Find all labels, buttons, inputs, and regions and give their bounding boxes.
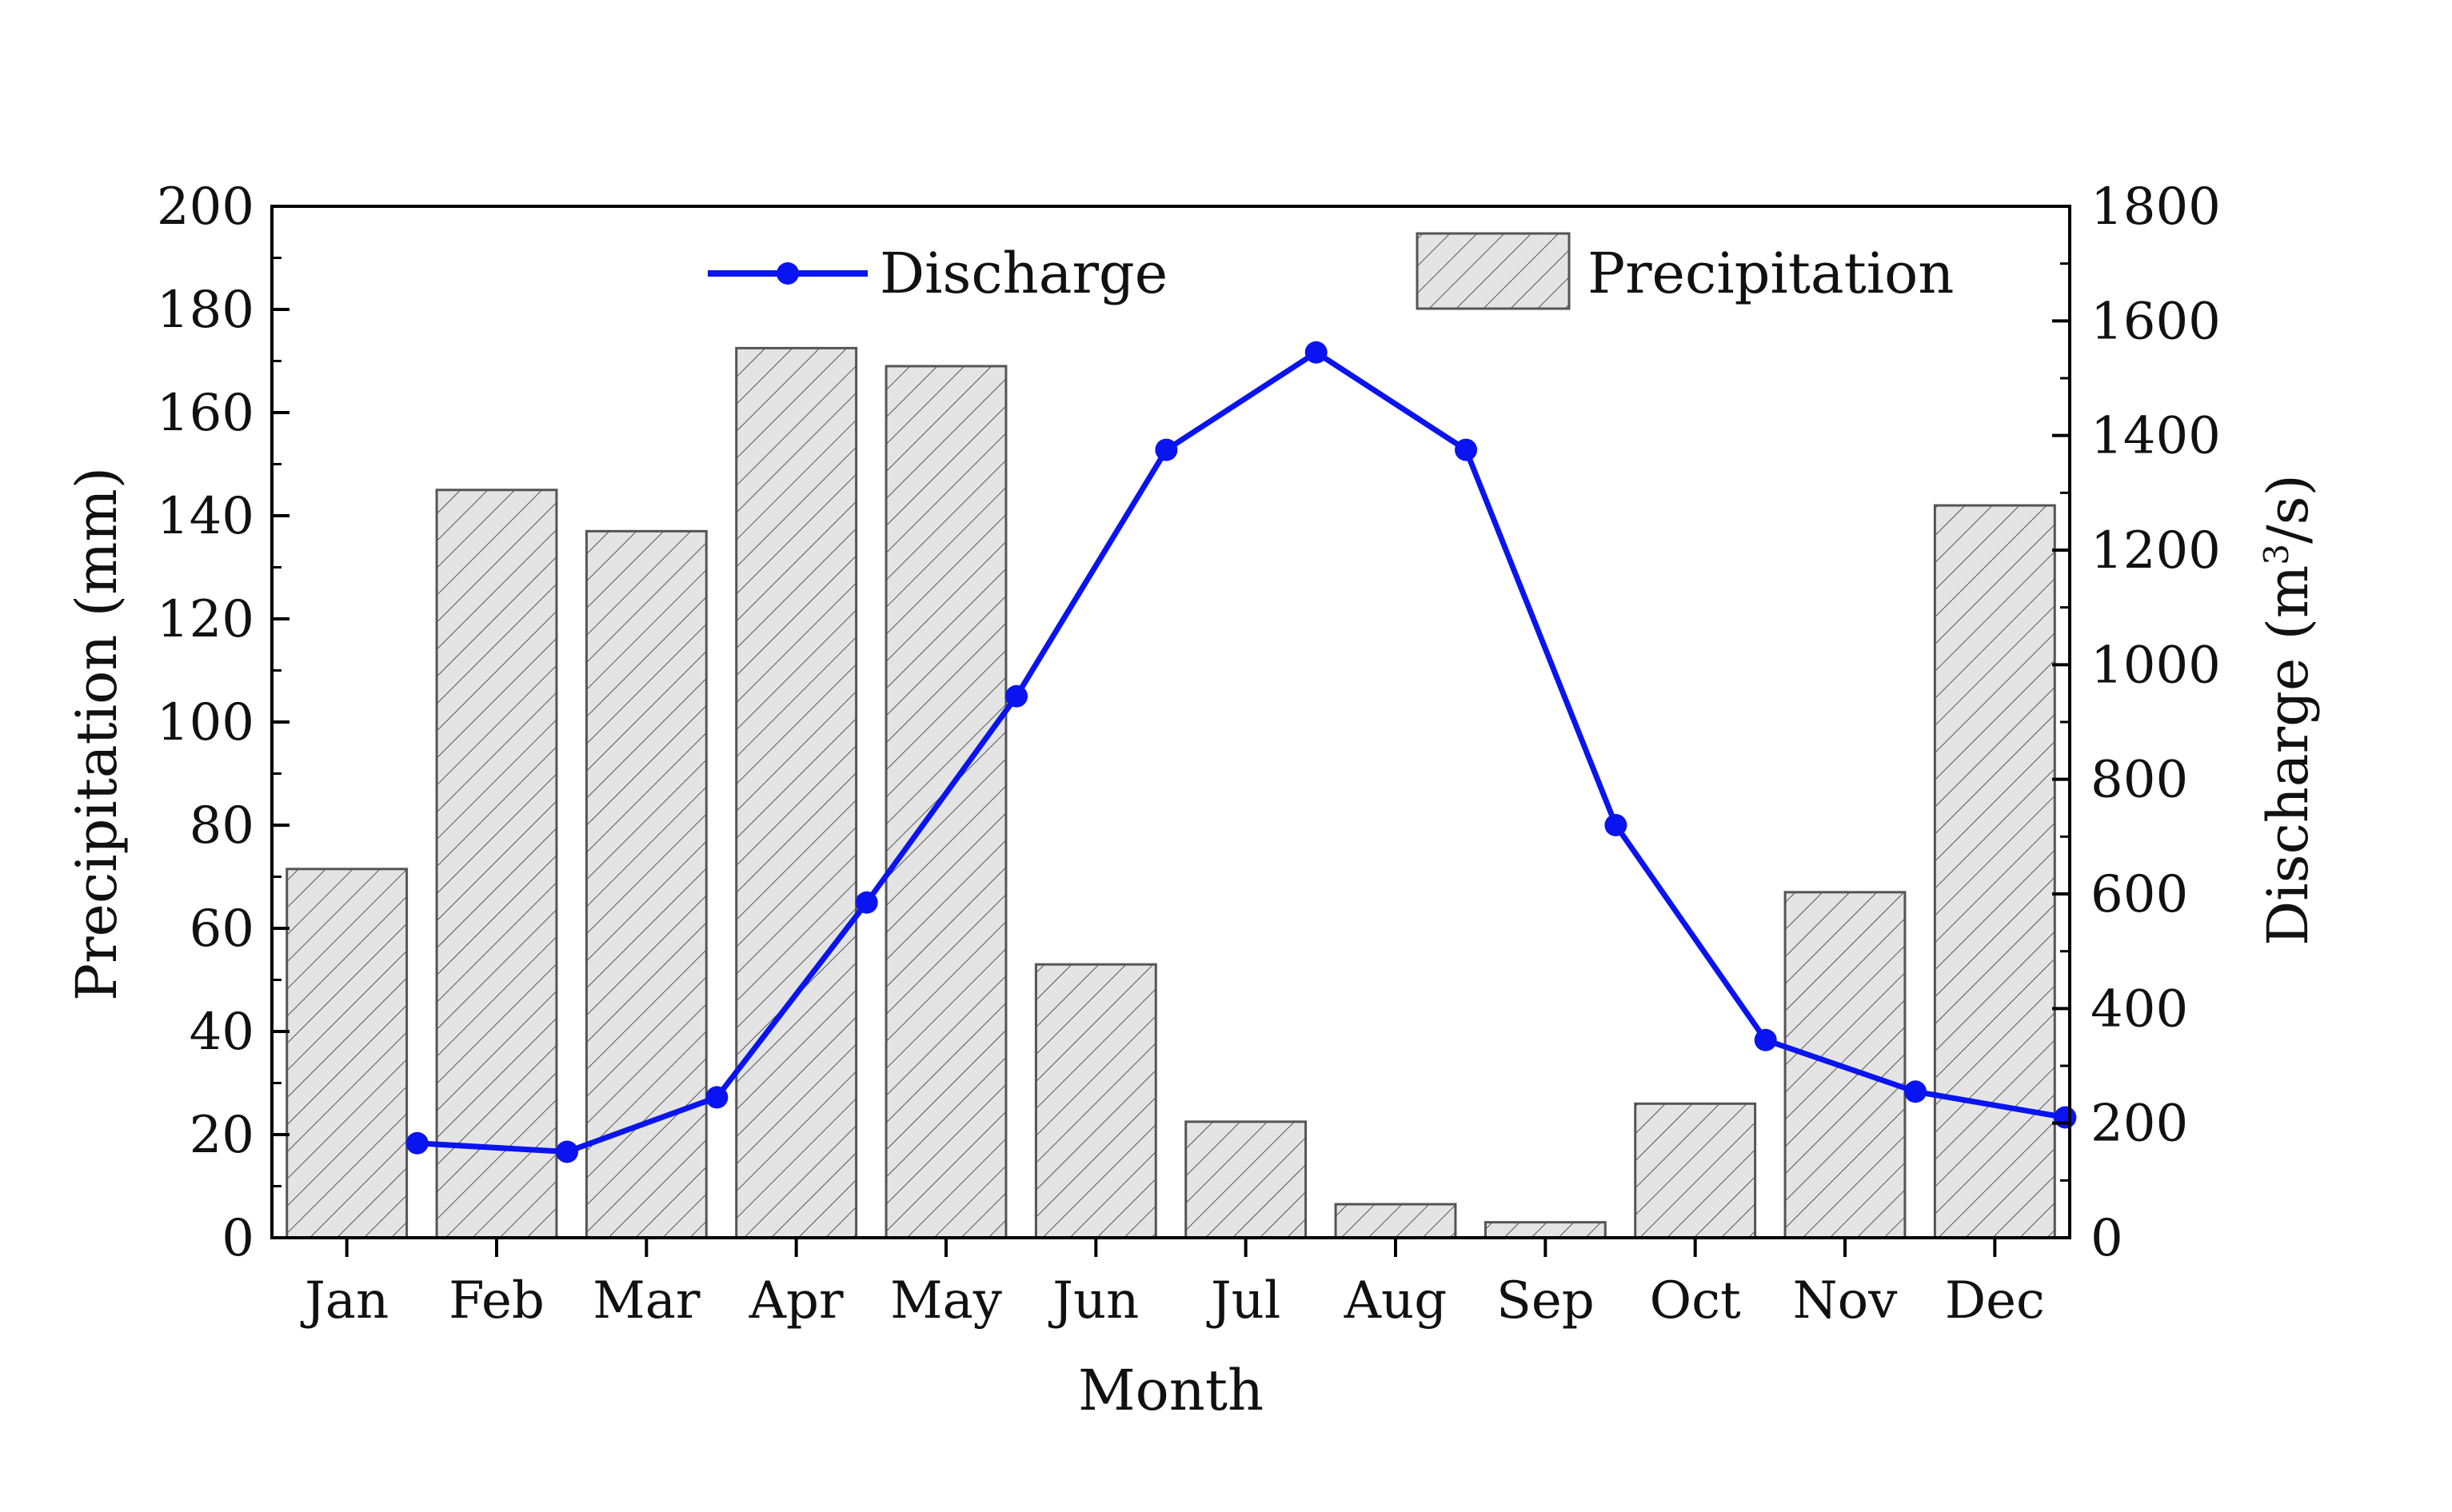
right-tick-label: 600 <box>2091 865 2188 924</box>
x-tick-label-apr: Apr <box>749 1271 844 1330</box>
legend: Discharge Precipitation <box>708 232 1954 310</box>
x-tick-label-jan: Jan <box>300 1271 389 1330</box>
left-tick-label: 20 <box>190 1106 254 1165</box>
precipitation-bar-jan <box>286 868 409 1239</box>
left-tick-label: 120 <box>157 590 254 649</box>
right-y-axis: 0 200 400 600 800 1000 1200 1400 1600 1800 <box>2052 178 2221 1268</box>
x-tick-label-dec: Dec <box>1945 1271 2045 1330</box>
left-tick-label: 0 <box>222 1209 254 1268</box>
discharge-point-jun <box>1155 438 1178 461</box>
discharge-point-mar <box>705 1086 729 1109</box>
y2-axis-title: Discharge (m3/s) <box>2255 474 2321 946</box>
x-tick-label-feb: Feb <box>449 1271 545 1330</box>
x-tick-label-jun: Jun <box>1048 1271 1139 1330</box>
left-tick-label: 180 <box>157 281 254 340</box>
precipitation-bar-aug <box>1334 1203 1457 1239</box>
x-tick-label-jul: Jul <box>1206 1271 1280 1330</box>
discharge-point-oct <box>1754 1028 1777 1051</box>
discharge-point-apr <box>855 891 878 914</box>
discharge-point-jan <box>405 1131 429 1155</box>
y2-axis-title-prefix: Discharge (m <box>2255 565 2321 946</box>
precipitation-bar-jun <box>1034 963 1157 1239</box>
x-tick-label-nov: Nov <box>1793 1271 1898 1330</box>
precipitation-bar-mar <box>585 529 708 1239</box>
y-axis-title: Precipitation (mm) <box>64 467 130 1001</box>
discharge-point-dec <box>2054 1106 2077 1129</box>
left-tick-label: 100 <box>157 693 254 752</box>
left-tick-label: 160 <box>157 384 254 443</box>
x-tick-label-may: May <box>890 1271 1002 1330</box>
precipitation-bar-apr <box>735 346 858 1239</box>
right-tick-label: 1600 <box>2091 292 2221 351</box>
precipitation-bar-oct <box>1634 1102 1757 1239</box>
left-tick-label: 140 <box>157 487 254 546</box>
precipitation-bar-dec <box>1933 504 2056 1239</box>
x-tick-label-sep: Sep <box>1496 1271 1595 1330</box>
left-tick-label: 60 <box>190 900 254 959</box>
x-tick-label-oct: Oct <box>1650 1271 1741 1330</box>
legend-discharge-label: Discharge <box>880 241 1168 306</box>
x-axis-title: Month <box>1078 1358 1264 1423</box>
right-tick-label: 400 <box>2091 979 2188 1039</box>
left-tick-label: 80 <box>190 796 254 856</box>
legend-discharge-marker-icon <box>777 262 799 285</box>
right-tick-label: 1000 <box>2091 636 2221 695</box>
x-tick-label-aug: Aug <box>1344 1271 1447 1330</box>
y2-axis-title-suffix: /s) <box>2255 474 2321 544</box>
y2-axis-title-superscript: 3 <box>2257 544 2296 565</box>
right-tick-label: 0 <box>2091 1209 2123 1268</box>
left-y-axis: 0 20 40 60 80 100 120 140 160 180 200 <box>157 178 290 1268</box>
legend-precipitation-swatch-icon <box>1416 232 1571 310</box>
x-tick-label-mar: Mar <box>593 1271 701 1330</box>
x-axis: Jan Feb Mar Apr May Jun Jul Aug Sep Oct Nov Dec <box>300 1238 2045 1330</box>
discharge-point-may <box>1005 684 1028 708</box>
precipitation-bars <box>286 346 2056 1239</box>
precipitation-bar-sep <box>1484 1221 1607 1239</box>
precipitation-bar-jul <box>1184 1120 1308 1239</box>
discharge-point-aug <box>1455 438 1478 461</box>
discharge-point-nov <box>1904 1080 1927 1103</box>
right-tick-label: 1200 <box>2091 521 2221 580</box>
discharge-point-jul <box>1304 341 1328 364</box>
discharge-point-sep <box>1604 814 1627 836</box>
right-tick-label: 800 <box>2091 751 2188 810</box>
right-tick-label: 1800 <box>2091 178 2221 237</box>
discharge-line <box>417 349 2066 1155</box>
right-tick-label: 200 <box>2091 1095 2188 1154</box>
precipitation-bar-feb <box>435 489 558 1239</box>
left-tick-label: 40 <box>190 1003 254 1062</box>
left-tick-label: 200 <box>157 178 254 237</box>
right-tick-label: 1400 <box>2091 407 2221 466</box>
legend-precipitation-label: Precipitation <box>1587 241 1954 306</box>
discharge-point-feb <box>556 1140 579 1163</box>
precipitation-bar-may <box>885 365 1008 1239</box>
